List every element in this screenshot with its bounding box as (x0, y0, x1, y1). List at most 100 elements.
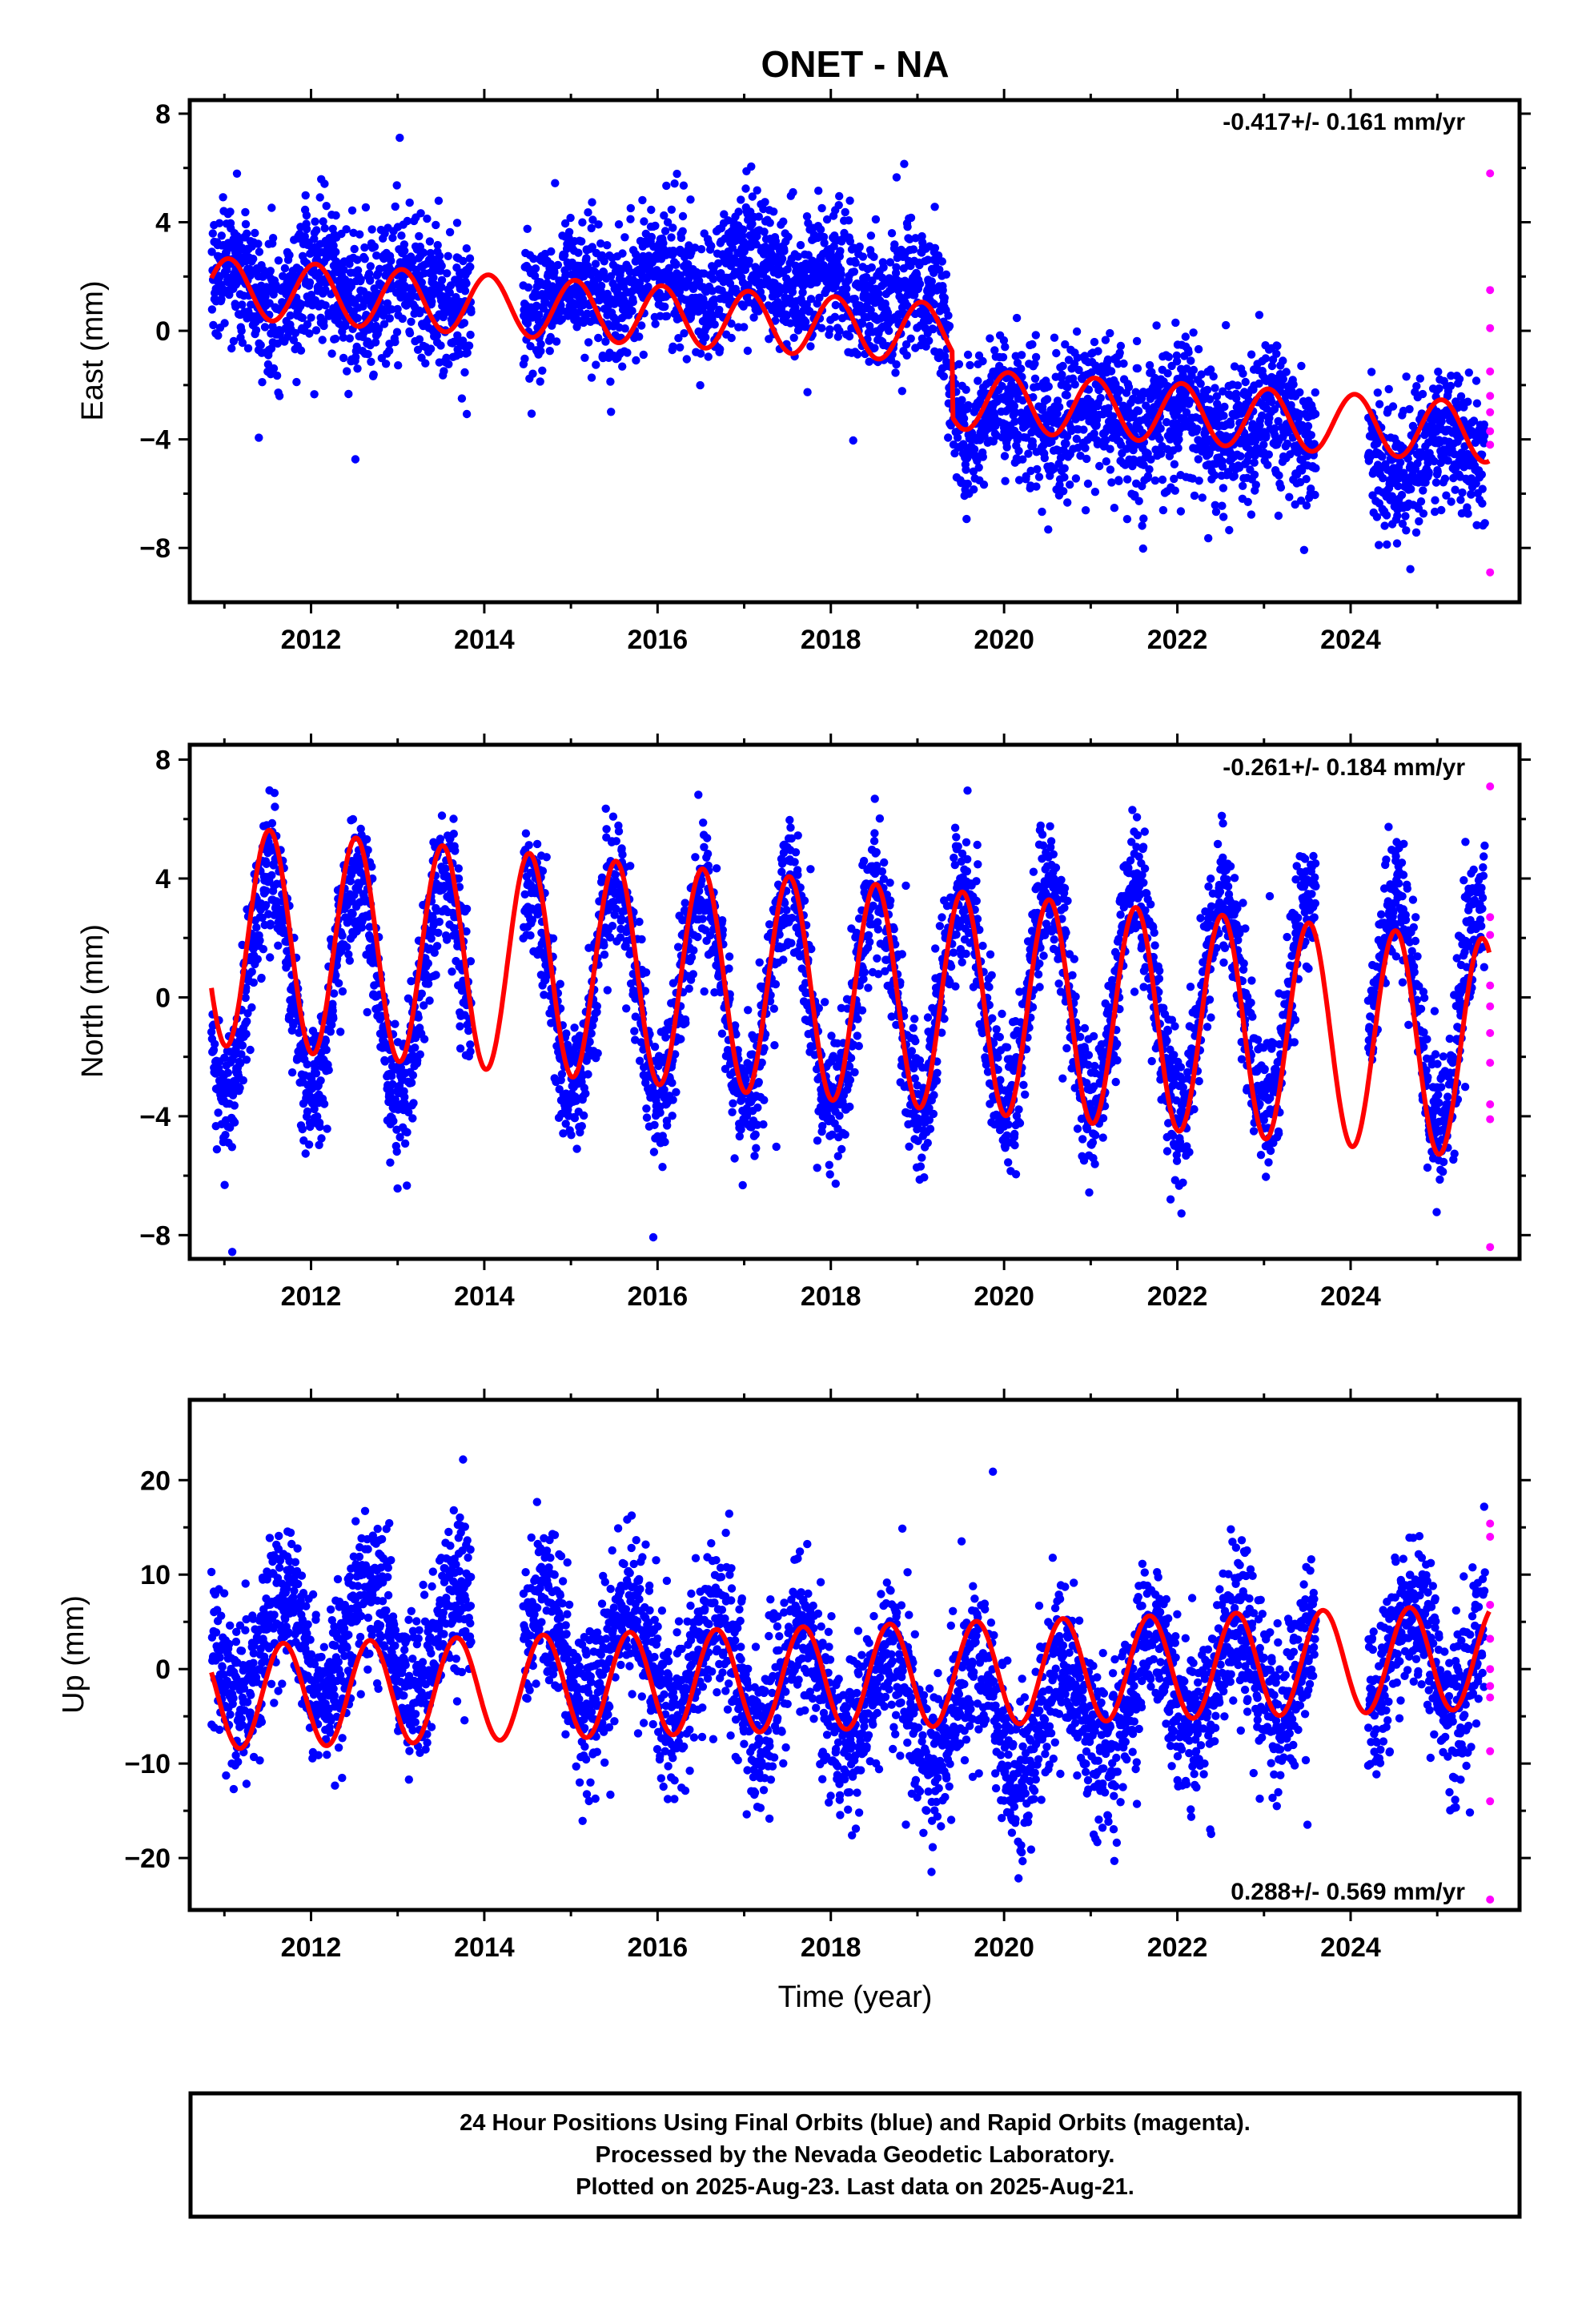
final-orbit-point (1464, 368, 1474, 377)
final-orbit-point (351, 352, 360, 362)
final-orbit-point (669, 248, 678, 257)
final-orbit-point (845, 237, 855, 246)
final-orbit-point (1134, 497, 1143, 505)
final-orbit-point (411, 1043, 420, 1052)
final-orbit-point (647, 205, 656, 215)
final-orbit-point (1155, 435, 1164, 444)
east-y-tick-label: 8 (155, 99, 171, 130)
rapid-orbit-point (1486, 427, 1495, 436)
final-orbit-point (1219, 484, 1228, 493)
final-orbit-point (286, 311, 295, 320)
final-orbit-point (217, 231, 226, 240)
final-orbit-point (1446, 381, 1456, 391)
final-orbit-point (1074, 444, 1082, 452)
final-orbit-point (339, 353, 348, 363)
final-orbit-point (274, 941, 283, 951)
final-orbit-point (1451, 485, 1460, 494)
final-orbit-point (855, 301, 865, 310)
final-orbit-point (662, 181, 671, 191)
final-orbit-point (400, 247, 409, 255)
final-orbit-point (215, 219, 224, 227)
final-orbit-point (237, 326, 246, 336)
final-orbit-point (1198, 493, 1207, 502)
final-orbit-point (678, 227, 687, 235)
final-orbit-point (637, 321, 646, 330)
final-orbit-point (1211, 384, 1219, 392)
final-orbit-point (986, 334, 994, 343)
final-orbit-point (578, 295, 588, 304)
final-orbit-point (1388, 402, 1398, 411)
final-orbit-point (709, 275, 718, 283)
final-orbit-point (403, 1181, 412, 1190)
final-orbit-point (715, 305, 724, 315)
final-orbit-point (607, 408, 616, 416)
final-orbit-point (221, 1131, 230, 1140)
east-y-tick-label: 4 (155, 208, 171, 239)
final-orbit-point (892, 263, 901, 271)
final-orbit-point (387, 305, 396, 314)
final-orbit-point (243, 1017, 251, 1026)
final-orbit-point (1219, 387, 1227, 396)
final-orbit-point (449, 830, 458, 838)
final-orbit-point (552, 337, 561, 346)
final-orbit-point (1274, 511, 1283, 521)
final-orbit-point (925, 336, 934, 345)
final-orbit-point (1311, 490, 1319, 500)
final-orbit-point (231, 302, 240, 312)
final-orbit-point (837, 270, 845, 279)
final-orbit-point (321, 301, 330, 310)
final-orbit-point (416, 209, 425, 218)
final-orbit-point (434, 928, 443, 938)
final-orbit-point (249, 255, 258, 263)
final-orbit-point (1028, 441, 1038, 450)
final-orbit-point (793, 252, 802, 261)
final-orbit-point (1405, 404, 1414, 414)
final-orbit-point (901, 340, 911, 349)
final-orbit-point (939, 372, 949, 381)
final-orbit-point (974, 463, 983, 472)
final-orbit-point (214, 331, 223, 340)
final-orbit-point (802, 212, 812, 221)
final-orbit-point (343, 367, 351, 376)
final-orbit-point (383, 299, 392, 308)
final-orbit-point (911, 234, 920, 243)
final-orbit-point (1143, 472, 1153, 480)
final-orbit-point (432, 971, 440, 979)
final-orbit-point (1275, 471, 1283, 480)
final-orbit-point (601, 337, 610, 346)
final-orbit-point (1267, 397, 1276, 407)
final-orbit-point (547, 247, 556, 256)
final-orbit-point (223, 265, 231, 275)
final-orbit-point (311, 1069, 321, 1078)
final-orbit-point (214, 1108, 223, 1117)
final-orbit-point (255, 433, 263, 442)
final-orbit-point (1181, 332, 1191, 341)
final-orbit-point (697, 349, 705, 358)
final-orbit-point (909, 245, 918, 254)
final-orbit-point (426, 248, 435, 258)
final-orbit-point (409, 1099, 418, 1108)
final-orbit-point (620, 233, 629, 242)
final-orbit-point (1038, 507, 1046, 517)
east-y-tick-label: −4 (139, 425, 171, 456)
rapid-orbit-point (1486, 440, 1495, 449)
final-orbit-point (944, 433, 953, 442)
final-orbit-point (546, 332, 555, 342)
final-orbit-point (550, 268, 559, 277)
final-orbit-point (835, 327, 844, 336)
final-orbit-point (320, 179, 329, 188)
final-orbit-point (1095, 461, 1104, 471)
final-orbit-point (999, 336, 1009, 345)
final-orbit-point (1225, 525, 1234, 535)
final-orbit-point (1276, 483, 1286, 492)
east-rate-label: -0.417+/- 0.161 mm/yr (1223, 109, 1465, 135)
final-orbit-point (561, 271, 570, 280)
final-orbit-point (305, 329, 314, 338)
final-orbit-point (1018, 455, 1027, 464)
final-orbit-point (266, 267, 275, 275)
final-orbit-point (1255, 311, 1264, 320)
final-orbit-point (1040, 453, 1050, 463)
final-orbit-point (1001, 343, 1010, 352)
final-orbit-point (275, 392, 284, 400)
final-orbit-point (353, 255, 362, 264)
